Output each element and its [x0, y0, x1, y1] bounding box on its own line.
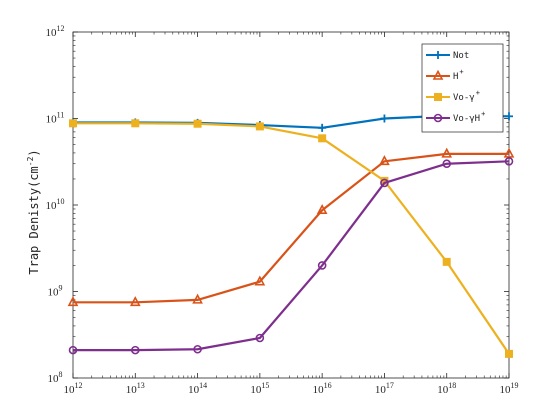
data-point [68, 345, 78, 355]
legend-entry: Vo-γH+ [426, 110, 485, 124]
data-point [316, 204, 328, 215]
legend-label: Not [453, 51, 469, 61]
legend-label: H+ [453, 68, 464, 82]
data-point [317, 261, 327, 270]
legend-label: Vo-γ+ [453, 89, 480, 103]
data-point [131, 119, 140, 128]
data-point [192, 293, 203, 304]
x-tick-label: 1017 [375, 381, 394, 396]
x-tick-label: 1013 [126, 381, 145, 396]
legend-label: Vo-γH+ [453, 110, 485, 124]
data-point [254, 275, 266, 286]
legend-marker [434, 93, 442, 101]
x-tick-label: 1012 [64, 381, 83, 396]
series-line [73, 152, 509, 304]
x-tick-label: 1018 [437, 381, 456, 396]
y-axis-title: Trap Denisty(cm-2) [26, 149, 41, 274]
series-layer [67, 111, 515, 358]
y-tick-label: 1012 [46, 24, 65, 39]
data-point [379, 155, 390, 166]
series-4 [68, 157, 514, 355]
data-point [69, 119, 77, 128]
legend-marker [434, 51, 442, 59]
data-point [442, 159, 452, 169]
x-tick-label: 1014 [188, 381, 207, 396]
series-line [73, 122, 510, 355]
data-point [318, 123, 327, 132]
data-point [380, 178, 389, 188]
legend-marker [433, 113, 443, 123]
data-point [129, 296, 141, 307]
legend-entry: Not [426, 51, 469, 61]
data-point [130, 345, 140, 355]
data-point [441, 147, 453, 158]
series-line [73, 160, 510, 352]
data-point [255, 122, 264, 131]
data-point [505, 349, 513, 358]
data-point [193, 119, 202, 128]
data-point [380, 114, 389, 123]
y-tick-label: 108 [48, 370, 63, 385]
series-2 [67, 147, 515, 307]
y-tick-label: 1011 [46, 111, 65, 126]
data-point [504, 157, 514, 166]
x-tick-label: 1015 [250, 381, 269, 396]
y-tick-label: 109 [48, 284, 63, 299]
x-tick-label: 1019 [500, 381, 519, 396]
axis-ticks: 1012 1013 1014 1015 1016 1017 1018 1019 108 109 10… [46, 24, 519, 396]
legend-entry: H+ [426, 68, 464, 82]
data-point [442, 257, 451, 266]
data-point [193, 344, 202, 354]
x-tick-label: 1016 [313, 381, 332, 396]
data-point [503, 147, 515, 158]
data-point [67, 296, 79, 307]
legend-entry: Vo-γ+ [426, 89, 480, 103]
y-tick-label: 1010 [46, 197, 65, 212]
data-point [318, 134, 327, 143]
legend-marker [432, 69, 444, 80]
data-point [505, 112, 513, 121]
data-point [255, 333, 265, 343]
legend: Not H+ Vo-γ+ Vo-γH+ [421, 43, 504, 133]
